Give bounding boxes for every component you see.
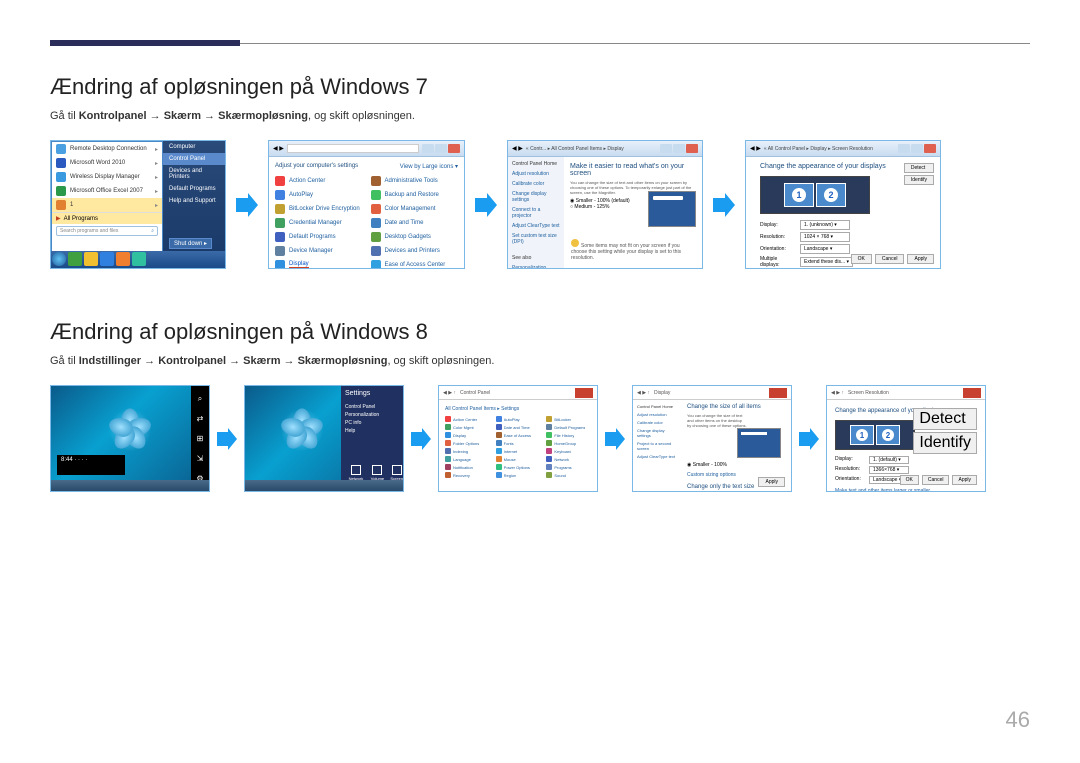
- header-line: [240, 43, 1030, 44]
- header-rule: [50, 40, 1030, 46]
- win7-flow: Remote Desktop Connection▸Microsoft Word…: [50, 140, 1030, 269]
- arrow-icon: [797, 427, 821, 451]
- win8-all-items: ◀ ▶ ↑Control Panel All Control Panel Ite…: [438, 385, 598, 492]
- win7-display: ◀ ▶« Contr... ▸ All Control Panel Items …: [507, 140, 703, 269]
- win8-charms: ⌕⇄⊞⇲⚙ 8:44 · · · ·: [50, 385, 210, 492]
- arrow-icon: [234, 192, 260, 218]
- arrow-icon: [215, 427, 239, 451]
- section-win7-instruction: Gå til Kontrolpanel → Skærm → Skærmopløs…: [50, 110, 1030, 122]
- win8-flow: ⌕⇄⊞⇲⚙ 8:44 · · · · Settings Control Pane…: [50, 385, 1030, 492]
- win8-display: ◀ ▶ ↑Display Control Panel HomeAdjust re…: [632, 385, 792, 492]
- win7-control-panel: ◀ ▶ Adjust your computer's settingsView …: [268, 140, 465, 269]
- section-win8-title: Ændring af opløsningen på Windows 8: [50, 319, 1030, 345]
- header-accent: [50, 40, 240, 46]
- win8-settings-panel: Settings Control PanelPersonalizationPC …: [244, 385, 404, 492]
- arrow-icon: [473, 192, 499, 218]
- win8-resolution: ◀ ▶ ↑Screen Resolution Change the appear…: [826, 385, 986, 492]
- arrow-icon: [409, 427, 433, 451]
- arrow-icon: [603, 427, 627, 451]
- section-win8-instruction: Gå til Indstillinger → Kontrolpanel → Sk…: [50, 355, 1030, 367]
- section-win7-title: Ændring af opløsningen på Windows 7: [50, 74, 1030, 100]
- win7-resolution: ◀ ▶« All Control Panel ▸ Display ▸ Scree…: [745, 140, 941, 269]
- win7-start-menu: Remote Desktop Connection▸Microsoft Word…: [50, 140, 226, 269]
- page-number: 46: [1006, 707, 1030, 733]
- arrow-icon: [711, 192, 737, 218]
